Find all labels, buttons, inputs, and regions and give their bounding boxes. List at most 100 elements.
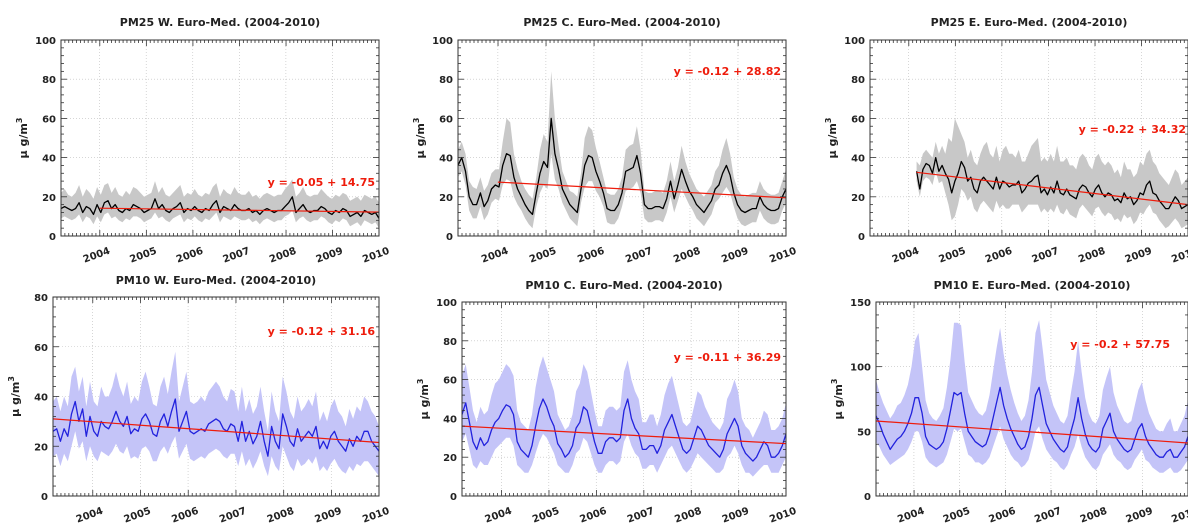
range-band xyxy=(61,179,379,229)
y-tick-label: 0 xyxy=(41,492,48,503)
y-tick-label: 80 xyxy=(439,75,453,86)
y-tick-label: 100 xyxy=(436,298,457,309)
x-tick-label: 2005 xyxy=(942,506,972,525)
y-tick-label: 80 xyxy=(34,293,48,304)
y-tick-label: 0 xyxy=(864,492,871,503)
range-band xyxy=(916,118,1188,229)
y-tick-label: 20 xyxy=(34,442,48,453)
x-tick-label: 2010 xyxy=(361,246,391,266)
trend-equation: y = -0.12 + 28.82 xyxy=(674,65,781,78)
panel-title: PM10 E. Euro-Med. (2004-2010) xyxy=(934,279,1131,292)
x-tick-label: 2007 xyxy=(624,246,654,266)
y-axis-label: μ g/m3 xyxy=(416,379,431,420)
y-tick-label: 0 xyxy=(858,232,865,243)
y-axis-label: μ g/m3 xyxy=(824,118,839,159)
x-tick-label: 2009 xyxy=(720,246,750,266)
y-tick-label: 80 xyxy=(851,75,865,86)
y-tick-label: 40 xyxy=(42,154,56,165)
x-tick-label: 2005 xyxy=(123,506,153,525)
trend-line xyxy=(497,181,786,199)
x-tick-label: 2004 xyxy=(82,246,112,266)
panel-title: PM25 E. Euro-Med. (2004-2010) xyxy=(931,16,1128,29)
x-tick-label: 2005 xyxy=(531,506,561,525)
y-tick-label: 80 xyxy=(443,337,457,348)
x-tick-label: 2005 xyxy=(937,246,967,266)
x-tick-label: 2007 xyxy=(222,246,252,266)
series-line xyxy=(462,398,786,462)
trend-equation: y = -0.22 + 34.32 xyxy=(1079,123,1186,136)
trend-equation: y = -0.12 + 31.16 xyxy=(268,325,376,338)
y-tick-label: 40 xyxy=(439,154,453,165)
y-tick-label: 40 xyxy=(851,154,865,165)
range-band xyxy=(458,71,786,229)
x-tick-label: 2010 xyxy=(361,506,391,525)
chart-panel-2: PM25 C. Euro-Med. (2004-2010) 0 20 40 60 80 10… xyxy=(412,16,798,266)
x-tick-label: 2010 xyxy=(1170,246,1188,266)
series-line xyxy=(53,398,379,457)
chart-panel-5: PM10 C. Euro-Med. (2004-2010) 0 20 40 60 80 10… xyxy=(416,279,798,525)
y-tick-label: 80 xyxy=(42,75,56,86)
chart-panel-4: PM10 W. Euro-Med. (2004-2010) 0 20 40 60 80 20… xyxy=(7,274,391,525)
x-tick-label: 2005 xyxy=(128,246,158,266)
x-tick-label: 2004 xyxy=(891,246,921,266)
x-tick-label: 2009 xyxy=(1124,246,1154,266)
x-tick-label: 2006 xyxy=(987,506,1017,525)
panel-title: PM25 W. Euro-Med. (2004-2010) xyxy=(120,16,320,29)
y-tick-label: 60 xyxy=(42,114,56,125)
y-tick-label: 20 xyxy=(42,193,56,204)
chart-panel-1: PM25 W. Euro-Med. (2004-2010) 0 20 40 60 80 10… xyxy=(15,16,391,266)
y-tick-label: 50 xyxy=(857,427,871,438)
x-tick-label: 2008 xyxy=(672,246,702,266)
trend-line xyxy=(462,425,786,445)
x-tick-label: 2010 xyxy=(768,246,798,266)
x-tick-label: 2006 xyxy=(170,506,200,525)
x-tick-label: 2009 xyxy=(315,246,345,266)
y-tick-label: 40 xyxy=(443,414,457,425)
series-line xyxy=(458,117,786,216)
trend-line xyxy=(916,171,1188,206)
y-tick-label: 60 xyxy=(851,114,865,125)
x-tick-label: 2004 xyxy=(480,246,510,266)
panel-title: PM25 C. Euro-Med. (2004-2010) xyxy=(523,16,720,29)
y-tick-label: 150 xyxy=(850,298,871,309)
range-band xyxy=(462,356,786,477)
x-tick-label: 2007 xyxy=(218,506,248,525)
trend-equation: y = -0.2 + 57.75 xyxy=(1070,338,1170,351)
y-tick-label: 100 xyxy=(432,36,453,47)
x-tick-label: 2009 xyxy=(721,506,751,525)
x-tick-label: 2010 xyxy=(1170,506,1188,525)
y-tick-label: 60 xyxy=(439,114,453,125)
y-tick-label: 20 xyxy=(439,193,453,204)
x-tick-label: 2007 xyxy=(626,506,656,525)
panel-title: PM10 C. Euro-Med. (2004-2010) xyxy=(525,279,722,292)
y-tick-label: 0 xyxy=(49,232,56,243)
y-tick-label: 60 xyxy=(34,343,48,354)
y-tick-label: 100 xyxy=(850,363,871,374)
x-tick-label: 2006 xyxy=(175,246,205,266)
y-tick-label: 20 xyxy=(443,453,457,464)
y-tick-label: 0 xyxy=(450,492,457,503)
y-tick-label: 40 xyxy=(34,393,48,404)
x-tick-label: 2008 xyxy=(1079,506,1109,525)
x-tick-label: 2004 xyxy=(484,506,514,525)
range-band xyxy=(876,320,1188,473)
trend-equation: y = -0.11 + 36.29 xyxy=(674,351,781,364)
chart-panel-3: PM25 E. Euro-Med. (2004-2010) 0 20 40 60 80 10… xyxy=(824,16,1188,266)
series-line xyxy=(915,156,1188,210)
x-tick-label: 2008 xyxy=(266,506,296,525)
x-tick-label: 2006 xyxy=(578,506,608,525)
chart-panel-6: PM10 E. Euro-Med. (2004-2010) 0 50 100 150 20… xyxy=(830,279,1188,525)
x-tick-label: 2005 xyxy=(528,246,558,266)
y-tick-label: 0 xyxy=(446,232,453,243)
trend-line xyxy=(53,418,379,444)
series-line xyxy=(61,196,379,219)
x-tick-label: 2008 xyxy=(1077,246,1107,266)
y-tick-label: 100 xyxy=(844,36,865,47)
range-band xyxy=(53,351,379,477)
x-tick-label: 2006 xyxy=(576,246,606,266)
trend-line xyxy=(876,420,1188,444)
y-axis-label: μ g/m3 xyxy=(412,118,427,159)
x-tick-label: 2008 xyxy=(673,506,703,525)
series-line xyxy=(876,386,1188,458)
